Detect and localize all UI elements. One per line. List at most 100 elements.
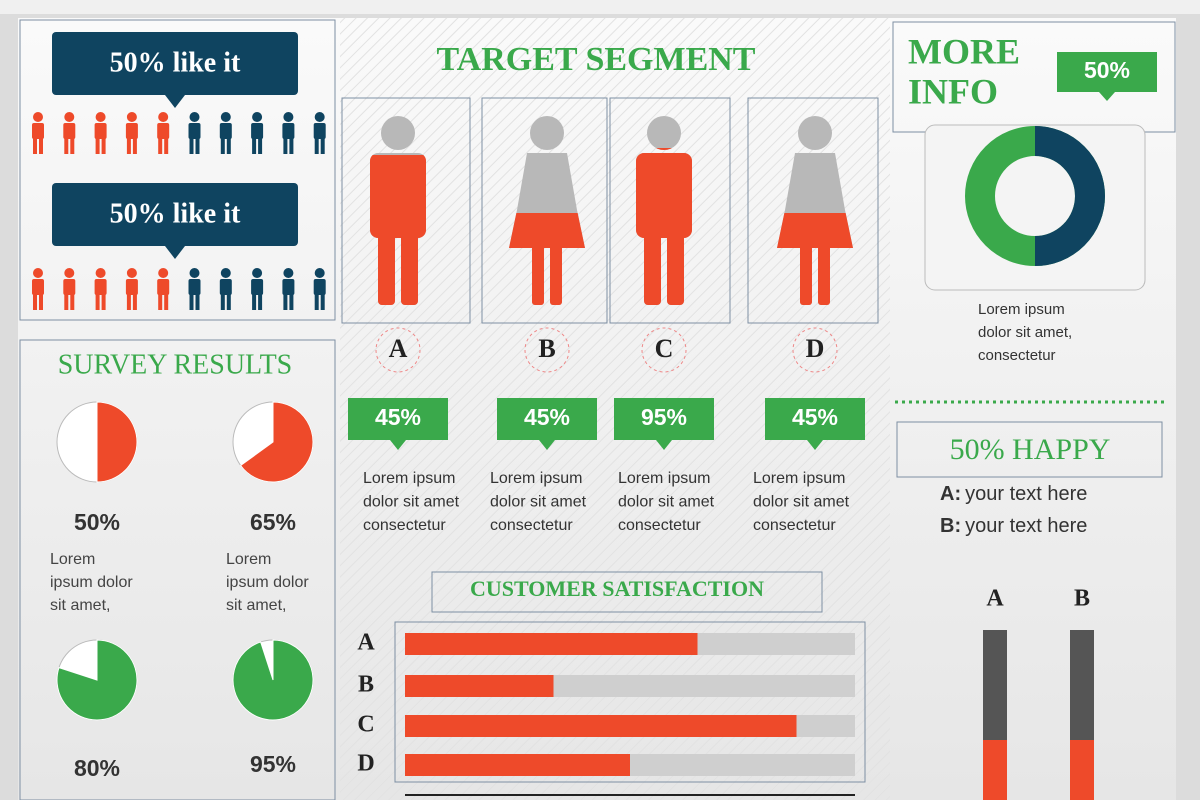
leg [132,138,137,154]
body-text: Lorem ipsum [978,301,1065,318]
body-text: consectetur [618,517,701,534]
person-icon [188,268,201,310]
figure-dress [777,213,853,248]
body-text: Lorem [226,551,271,568]
figure-leg [800,245,812,305]
figure-dress [509,213,585,248]
body-text: ipsum dolor [226,574,309,591]
pie-slice [96,401,138,483]
person-icon [251,112,264,154]
leg [320,138,325,154]
bar [405,675,554,697]
leg [283,294,288,310]
badge-pointer [656,440,672,450]
leg [320,294,325,310]
body [219,123,232,139]
section-title: INFO [908,71,998,111]
leg [39,294,43,310]
head [158,112,169,122]
body-text: consectetur [978,347,1056,364]
head [158,268,169,278]
head [189,268,200,278]
bar-label: C [357,712,374,738]
head [33,268,43,278]
badge [497,398,597,440]
leg [195,138,200,154]
body [282,123,295,139]
person-icon [157,112,170,154]
badge-pointer [1099,92,1115,101]
leg [195,294,200,310]
leg [132,294,137,310]
body [251,123,264,139]
leg [64,294,69,310]
figure-leg [532,245,544,305]
bar [405,715,797,737]
body-text: sit amet, [50,597,110,614]
body [313,123,326,139]
bar [405,754,630,776]
letter-ring [641,327,687,373]
panels [19,19,1176,800]
leg [258,294,263,310]
badge [348,398,448,440]
head [64,112,75,122]
body-text: dolor sit amet [363,494,460,511]
segment-letter: D [806,334,825,363]
segment-letter: C [655,334,674,363]
body [32,123,44,139]
figure [636,148,692,305]
body [313,279,326,295]
leg [289,138,294,154]
head [252,268,263,278]
person-icon [282,268,295,310]
body [63,279,76,295]
leg [164,138,169,154]
leg [64,138,69,154]
figure-leg [644,230,661,305]
figure-torso [370,155,426,238]
leg [252,294,257,310]
head [283,268,294,278]
pie-slice [239,401,314,483]
figure-torso [636,153,692,238]
segment-letter: A [389,334,408,363]
leg [33,138,37,154]
badge [765,398,865,440]
person-icon [251,268,264,310]
leg [158,138,163,154]
figure-leg [550,245,562,305]
leg [164,294,169,310]
person-icon [219,112,232,154]
person-icon [219,268,232,310]
badge [1057,52,1157,92]
leg [252,138,257,154]
happy-line: B: your text here [940,515,1087,537]
section-title: SURVEY RESULTS [58,349,293,380]
body-text: dolor sit amet [753,494,850,511]
leg [220,138,225,154]
column-letter: B [1074,586,1090,612]
person-icon [125,268,138,310]
body-text: sit amet, [226,597,286,614]
leg [158,294,163,310]
leg [70,138,75,154]
letter-ring [792,327,838,373]
badge-pointer [539,440,555,450]
person-icon [63,112,76,154]
bar-label: A [357,630,375,656]
leg [126,294,131,310]
thermo-fill [983,740,1007,800]
body [157,279,170,295]
body [188,279,201,295]
figure-head [647,116,681,150]
banner [52,183,298,246]
body [125,279,138,295]
bar [405,633,698,655]
head [220,112,231,122]
section-title: 50% HAPPY [950,433,1111,466]
person-icon [32,268,44,310]
body-text: Lorem ipsum [753,470,845,487]
body-text: consectetur [363,517,446,534]
